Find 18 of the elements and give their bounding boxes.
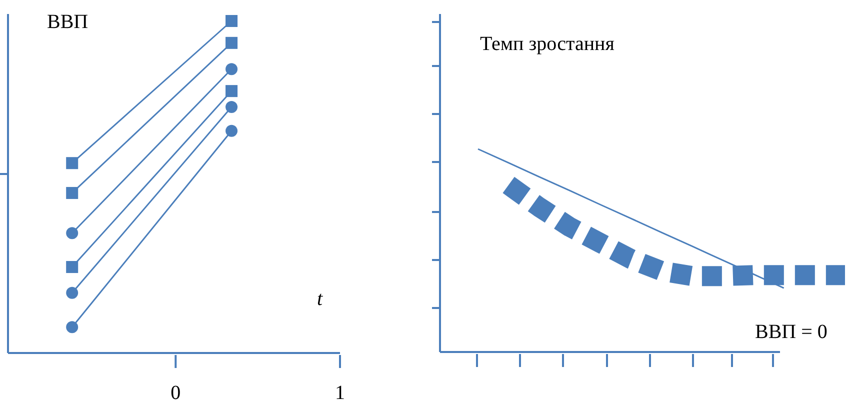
x-axis-title: t (317, 288, 323, 310)
point (226, 15, 238, 27)
x-tick-label: 1 (335, 382, 345, 404)
point (66, 261, 78, 274)
y-axis-title: Темп зростання (480, 33, 614, 55)
y-axis-title: ВВП (47, 11, 88, 33)
x-tick-label: 0 (170, 382, 181, 404)
point (226, 85, 238, 98)
point (66, 286, 78, 299)
point (66, 157, 78, 170)
point (226, 100, 238, 113)
point (66, 227, 78, 240)
point (226, 124, 238, 137)
annotation: ВВП = 0 (755, 321, 828, 343)
point (66, 321, 78, 334)
point (66, 186, 78, 199)
point (226, 36, 238, 49)
point (226, 63, 238, 76)
